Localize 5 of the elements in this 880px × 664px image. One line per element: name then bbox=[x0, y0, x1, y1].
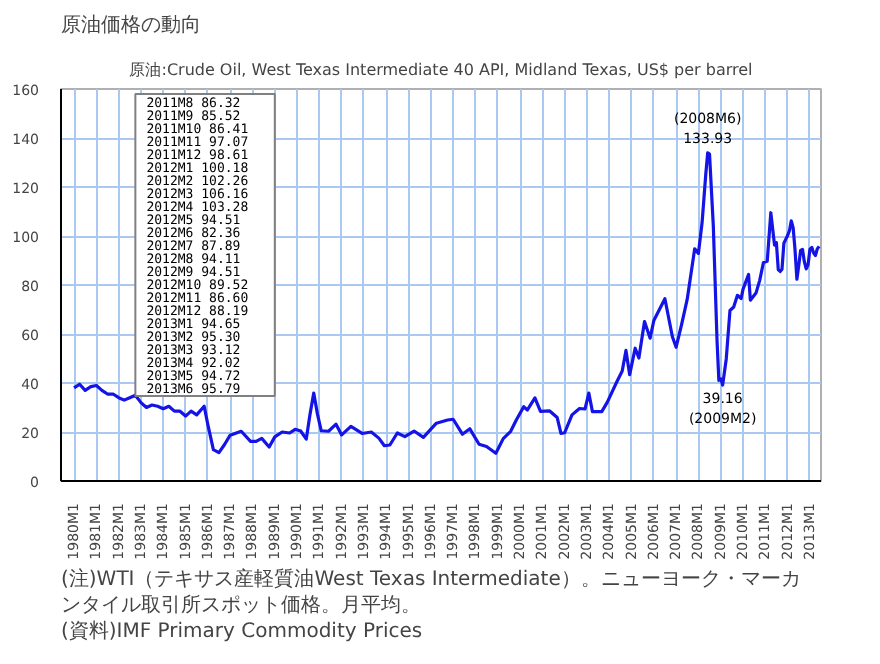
text: (資料)IMF Primary Commodity Prices bbox=[61, 619, 423, 643]
text: (注)WTI（テキサス産軽質油West Texas Intermediate）。ニューヨーク・マーカンタイル取引所スポット価格。月平均。 bbox=[61, 567, 801, 617]
line-series bbox=[72, 151, 821, 455]
chart-subtitle: 原油:Crude Oil, West Texas Intermediate 40 API, Midland Texas, US$ per barrel bbox=[129, 61, 753, 79]
chart-title: 原油価格の動向 bbox=[61, 13, 201, 37]
